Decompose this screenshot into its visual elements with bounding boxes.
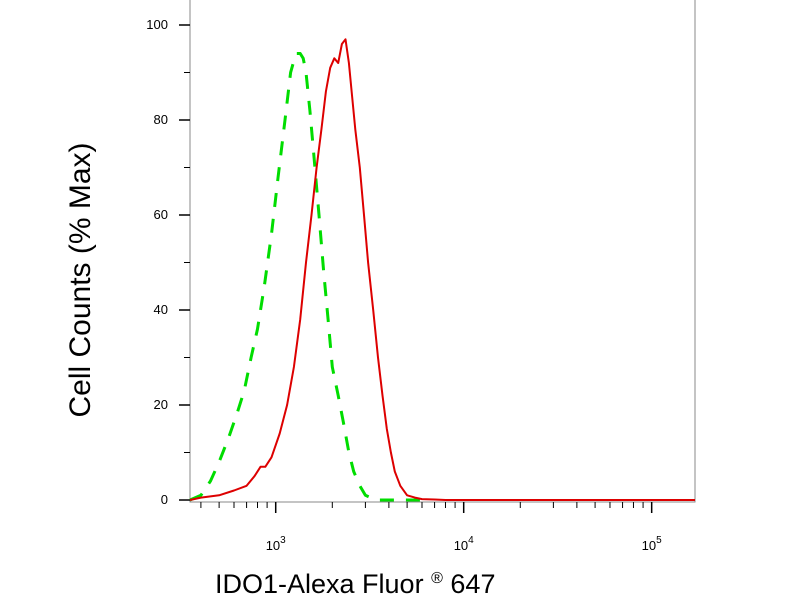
series-line-green-dashed [189,52,422,502]
x-axis-title-main: IDO1-Alexa Fluor [215,569,424,599]
y-tick-label-4: 80 [154,112,168,127]
y-tick-label-5: 100 [146,17,168,32]
x-axis-title-registered-mark: ® [431,570,443,587]
y-axis: 0 20 40 60 80 100 [146,17,190,507]
series-layer [189,38,695,502]
y-tick-label-0: 0 [161,492,168,507]
x-tick-label-0: 103 [266,535,286,553]
series-line-red-solid [189,38,695,501]
x-tick-label-2: 105 [642,535,662,553]
x-tick-label-1: 104 [454,535,474,553]
x-axis: 103 104 105 [200,502,662,553]
y-tick-label-2: 40 [154,302,168,317]
y-tick-label-3: 60 [154,207,168,222]
y-tick-label-1: 20 [154,397,168,412]
y-axis-title: Cell Counts (% Max) [64,142,97,417]
x-axis-title: IDO1-Alexa Fluor ® 647 [215,559,495,599]
plot-frame [189,0,696,503]
x-axis-title-suffix: 647 [450,569,495,599]
